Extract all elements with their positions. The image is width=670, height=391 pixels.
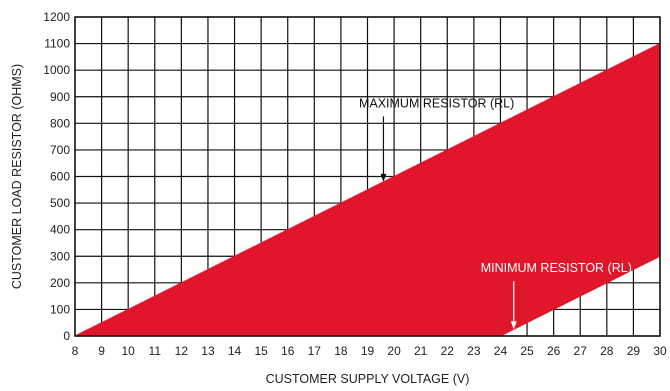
y-tick-label: 600: [50, 170, 70, 184]
y-tick-label: 200: [50, 276, 70, 290]
x-tick-label: 22: [441, 344, 455, 358]
x-tick-label: 18: [334, 344, 348, 358]
x-tick-label: 26: [547, 344, 561, 358]
y-tick-label: 1200: [43, 10, 70, 24]
y-tick-label: 300: [50, 249, 70, 263]
x-tick-label: 27: [574, 344, 588, 358]
y-tick-label: 900: [50, 90, 70, 104]
y-tick-label: 800: [50, 116, 70, 130]
x-tick-label: 8: [72, 344, 79, 358]
plot-area: [74, 43, 661, 337]
resistor-range-area: [75, 43, 660, 336]
x-tick-label: 12: [175, 344, 189, 358]
annotation-label: MINIMUM RESISTOR (RL): [481, 261, 632, 275]
y-tick-label: 1000: [43, 63, 70, 77]
y-tick-label: 500: [50, 196, 70, 210]
series-line-maximum-resistor: [74, 43, 661, 337]
x-tick-label: 29: [627, 344, 641, 358]
x-tick-label: 25: [520, 344, 534, 358]
annotations: MAXIMUM RESISTOR (RL) MINIMUM RESISTOR (R…: [359, 96, 632, 330]
x-tick-label: 19: [361, 344, 375, 358]
y-tick-label: 400: [50, 223, 70, 237]
x-tick-label: 21: [414, 344, 428, 358]
x-tick-label: 14: [228, 344, 242, 358]
y-tick-label: 0: [63, 329, 70, 343]
x-tick-label: 30: [653, 344, 667, 358]
plot-border: [74, 16, 661, 337]
y-tick-labels: 0 100 200 300 400 500 600 700 800 900 1000 1100 1200: [43, 10, 70, 343]
y-tick-label: 1100: [44, 37, 70, 51]
x-tick-label: 15: [254, 344, 268, 358]
series-line-minimum-resistor: [500, 255, 661, 337]
x-tick-labels: 8 9 10 11 12 13 14 15 16 17 18 19 20 21 22 23 24 25 26 27 28…: [72, 344, 667, 358]
y-tick-label: 100: [50, 302, 70, 316]
y-tick-label: 700: [50, 143, 70, 157]
y-axis-label: CUSTOMER LOAD RESISTOR (OHMS): [10, 64, 24, 289]
annotation-arrow-head: [510, 321, 517, 330]
x-tick-label: 13: [201, 344, 215, 358]
x-tick-label: 23: [467, 344, 481, 358]
plot-frame: [74, 16, 661, 337]
x-tick-label: 9: [98, 344, 105, 358]
x-tick-label: 24: [494, 344, 508, 358]
x-tick-label: 11: [149, 344, 162, 358]
x-tick-label: 28: [600, 344, 614, 358]
x-tick-label: 17: [308, 344, 322, 358]
annotation-arrow-head: [380, 173, 387, 182]
annotation-label: MAXIMUM RESISTOR (RL): [359, 96, 514, 110]
x-tick-label: 16: [281, 344, 295, 358]
x-axis-label: CUSTOMER SUPPLY VOLTAGE (V): [266, 372, 470, 386]
x-tick-label: 10: [122, 344, 136, 358]
x-tick-label: 20: [387, 344, 401, 358]
